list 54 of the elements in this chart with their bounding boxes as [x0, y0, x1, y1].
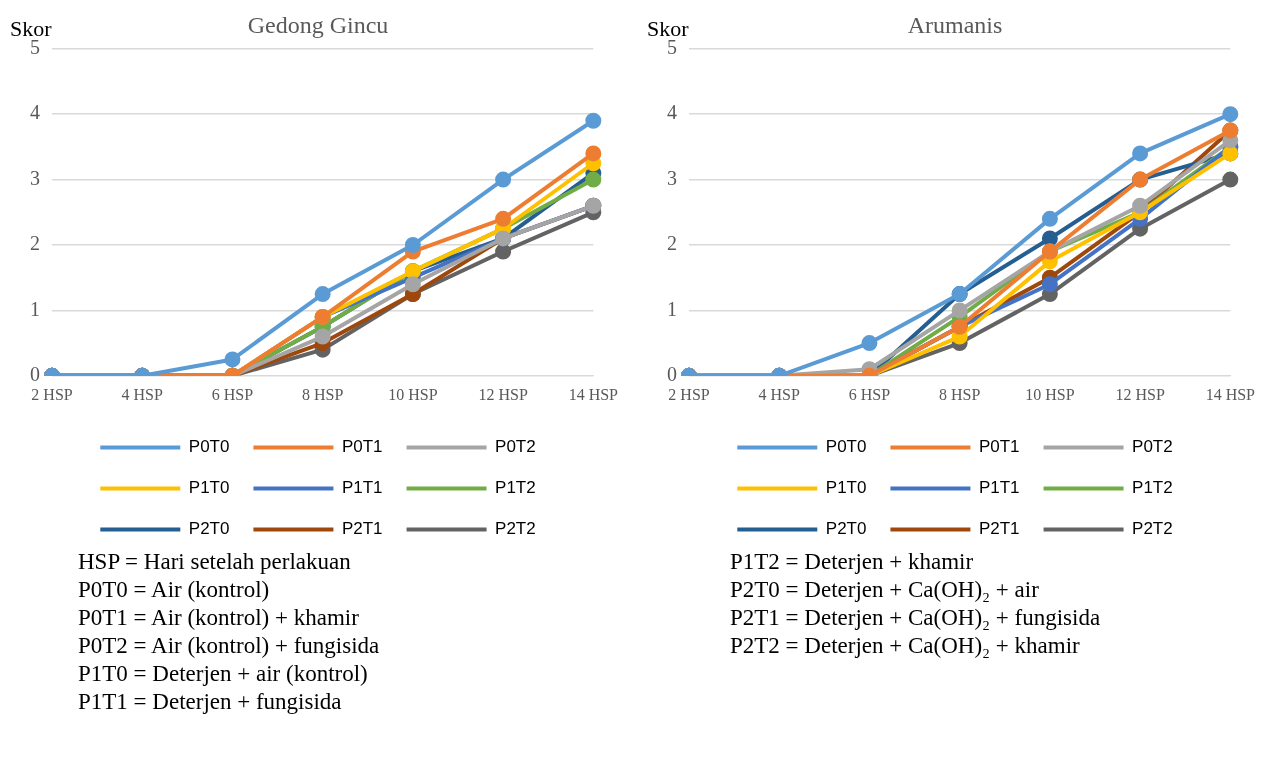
- text: P1T2 = Deterjen + khamir: [730, 548, 975, 576]
- x-tick-label: 12 HSP: [478, 385, 528, 403]
- y-tick-label: 4: [30, 101, 40, 124]
- legend-label: P2T1: [341, 519, 383, 539]
- legend-label: P1T1: [341, 478, 383, 498]
- x-tick-label: 4 HSP: [121, 385, 163, 403]
- x-tick-label: 10 HSP: [388, 385, 438, 403]
- legend-label: P0T0: [825, 437, 867, 457]
- y-tick-label: 1: [667, 297, 677, 320]
- x-tick-label: 2 HSP: [31, 385, 73, 403]
- y-tick-label: 0: [667, 363, 677, 386]
- x-tick-label: 14 HSP: [1205, 385, 1256, 403]
- legend-label: P0T1: [978, 437, 1020, 457]
- chart-title: Gedong Gincu: [247, 11, 389, 38]
- legend-label: P2T2: [1132, 519, 1173, 539]
- y-tick-label: 1: [30, 297, 40, 320]
- y-tick-label: 3: [30, 166, 40, 189]
- text: P2T1 = Deterjen + Ca(OH)₂ + fungisida: [730, 604, 1102, 632]
- legend-label: P0T2: [495, 437, 536, 457]
- x-tick-label: 6 HSP: [211, 385, 254, 403]
- text: P2T2 = Deterjen + Ca(OH)₂ + khamir: [730, 632, 1081, 660]
- y-tick-label: 4: [667, 101, 677, 124]
- y-tick-label: 3: [667, 166, 677, 189]
- legend-label: P0T2: [1132, 437, 1173, 457]
- legend-label: P1T2: [1132, 478, 1173, 498]
- y-tick-label: 2: [30, 232, 40, 255]
- x-tick-label: 4 HSP: [758, 385, 800, 403]
- legend-label: P1T0: [188, 478, 230, 498]
- text: P1T1 = Deterjen + fungisida: [78, 688, 343, 716]
- text: P1T0 = Deterjen + air (kontrol): [78, 660, 369, 688]
- text: P2T0 = Deterjen + Ca(OH)₂ + air: [730, 576, 1040, 604]
- y-tick-label: 2: [667, 232, 677, 255]
- x-tick-label: 6 HSP: [848, 385, 891, 403]
- legend-label: P2T0: [188, 519, 230, 539]
- legend-label: P0T0: [188, 437, 230, 457]
- legend-label: P1T1: [978, 478, 1020, 498]
- text: P0T2 = Air (kontrol) + fungisida: [78, 632, 381, 660]
- text: HSP = Hari setelah perlakuan: [78, 548, 352, 576]
- x-tick-label: 14 HSP: [568, 385, 619, 403]
- x-tick-label: 8 HSP: [938, 385, 981, 403]
- chart-title: Arumanis: [907, 11, 1003, 38]
- legend-label: P2T1: [978, 519, 1020, 539]
- legend-label: P2T2: [495, 519, 536, 539]
- legend-label: P1T0: [825, 478, 867, 498]
- x-tick-label: 12 HSP: [1115, 385, 1165, 403]
- text: P0T1 = Air (kontrol) + khamir: [78, 604, 360, 632]
- legend-label: P2T0: [825, 519, 867, 539]
- x-tick-label: 8 HSP: [301, 385, 344, 403]
- x-tick-label: 10 HSP: [1025, 385, 1075, 403]
- text: P0T0 = Air (kontrol): [78, 576, 271, 604]
- legend-label: P1T2: [495, 478, 536, 498]
- x-tick-label: 2 HSP: [668, 385, 710, 403]
- y-tick-label: 0: [30, 363, 40, 386]
- legend-label: P0T1: [341, 437, 383, 457]
